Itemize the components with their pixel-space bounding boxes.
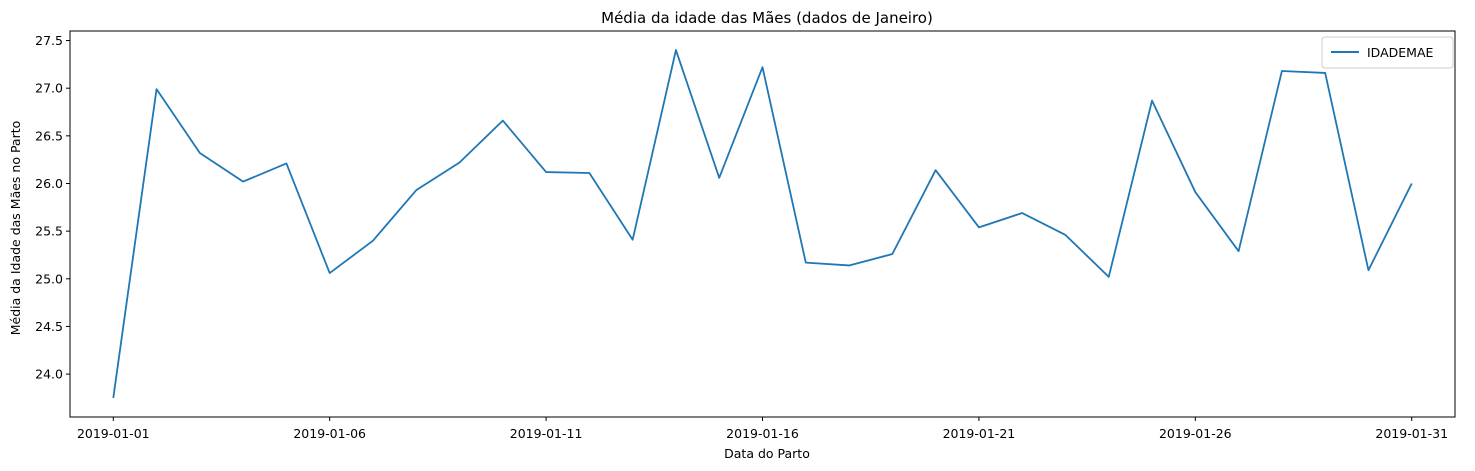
- y-tick-label: 24.5: [35, 319, 63, 334]
- x-tick-label: 2019-01-16: [726, 426, 799, 441]
- plot-frame: [69, 30, 1456, 418]
- x-tick-label: 2019-01-06: [293, 426, 366, 441]
- x-axis-label: Data do Parto: [724, 446, 810, 461]
- legend-label-idademae: IDADEMAE: [1367, 45, 1434, 60]
- x-tick-label: 2019-01-31: [1375, 426, 1448, 441]
- y-tick-label: 26.5: [35, 128, 63, 143]
- y-tick-label: 24.0: [35, 367, 63, 382]
- x-tick-label: 2019-01-21: [943, 426, 1016, 441]
- y-tick-label: 26.0: [35, 176, 63, 191]
- chart-title: Média da idade das Mães (dados de Janeir…: [601, 9, 933, 27]
- series-layer: [112, 49, 1413, 399]
- x-tick-label: 2019-01-26: [1159, 426, 1232, 441]
- y-tick-label: 27.0: [35, 81, 63, 96]
- y-tick-label: 27.5: [35, 33, 63, 48]
- y-axis-label: Média da Idade das Mães no Parto: [8, 121, 23, 336]
- x-tick-label: 2019-01-11: [510, 426, 583, 441]
- x-tick-label: 2019-01-01: [77, 426, 150, 441]
- y-tick-label: 25.0: [35, 271, 63, 286]
- legend-box: [1321, 36, 1454, 69]
- legend: IDADEMAE: [1321, 36, 1454, 69]
- plot-area: [69, 30, 1456, 418]
- x-axis: 2019-01-01 2019-01-06 2019-01-11 2019-01-16…: [77, 417, 1448, 441]
- series-line-idademae: [112, 49, 1413, 399]
- y-tick-label: 25.5: [35, 224, 63, 239]
- y-axis: 24.0 24.5 25.0 25.5 26.0 26.5 27.0 27.5: [35, 33, 70, 382]
